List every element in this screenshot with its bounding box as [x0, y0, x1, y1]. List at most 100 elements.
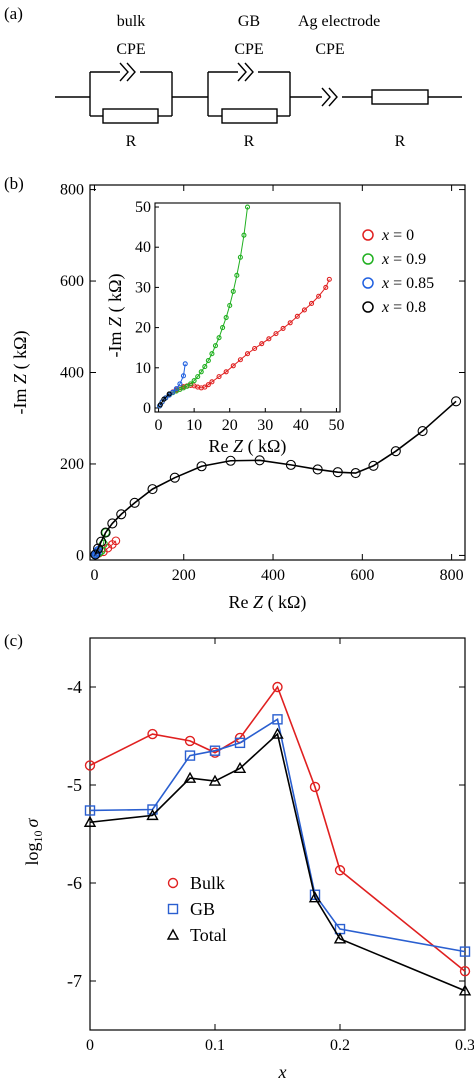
- nyquist-point: [451, 396, 462, 407]
- inset-point: [244, 204, 251, 210]
- legend-label: x = 0.8: [381, 299, 426, 316]
- inset-point: [227, 302, 233, 309]
- gb-point: [459, 946, 471, 957]
- inset-x-axis-label: Re Z ( kΩ): [209, 436, 287, 457]
- nyquist-point: [225, 455, 236, 466]
- gb-point: [272, 714, 283, 725]
- inset-point: [241, 232, 247, 238]
- inset-x-tick-label: 20: [222, 417, 238, 434]
- y-tick-label: -6: [67, 873, 82, 893]
- bulk-point: [334, 865, 346, 876]
- nyquist-point: [111, 536, 121, 546]
- inset-y-tick-label: 50: [135, 199, 151, 216]
- inset-y-tick-label: 0: [143, 400, 151, 417]
- nyquist-point: [92, 543, 104, 554]
- inset-point: [188, 381, 194, 387]
- inset-point: [161, 396, 167, 402]
- inset-point: [237, 254, 243, 260]
- y-tick-label: 800: [60, 182, 84, 199]
- circuit-label-1: bulk: [117, 13, 145, 30]
- total-point: [308, 891, 322, 903]
- inset-point: [209, 379, 215, 385]
- circuit-cpe-label-2: CPE: [234, 41, 263, 58]
- inset-point: [323, 284, 329, 290]
- inset-chart: 0 10 20 30 40 50 0 10 20 30 40 50 Re Z ( kΩ) -Im Z ( …: [105, 199, 344, 457]
- legend-label: Bulk: [190, 873, 225, 893]
- inset-point: [308, 300, 315, 307]
- y-tick-label: -7: [67, 971, 82, 991]
- inset-point: [195, 374, 201, 380]
- legend-marker: [362, 229, 374, 241]
- legend-marker: [362, 277, 374, 289]
- nyquist-point: [417, 425, 428, 437]
- inset-point: [220, 325, 226, 331]
- nyquist-point: [254, 455, 265, 466]
- inset-y-tick-label: 40: [135, 239, 151, 256]
- conductivity-chart: (c) 0 0.1 0.2 0.3 -4 -5 -6 -7 x log10σ Bulk GB Total: [4, 631, 474, 1081]
- inset-point: [230, 288, 236, 294]
- nyquist-point: [285, 459, 296, 470]
- legend-marker: [166, 928, 180, 940]
- nyquist-point: [350, 468, 361, 479]
- inset-point: [166, 391, 172, 397]
- y-tick-label: -5: [67, 775, 82, 795]
- legend-marker: [362, 253, 374, 265]
- x-axis-label: x: [278, 1062, 287, 1081]
- bulk-point: [147, 728, 158, 740]
- inset-point: [234, 272, 240, 278]
- inset-frame: [154, 202, 341, 413]
- circuit-r-label-3: R: [395, 133, 406, 150]
- legend-marker: [362, 301, 374, 313]
- inset-point: [237, 357, 243, 363]
- nyquist-point: [107, 518, 118, 529]
- y-tick-label: 600: [60, 273, 84, 290]
- inset-x-tick-label: 10: [186, 417, 202, 434]
- legend-marker: [167, 877, 179, 889]
- nyquist-point: [147, 484, 158, 495]
- inset-point: [157, 402, 163, 408]
- nyquist-point: [368, 460, 379, 471]
- series-line-total: [89, 732, 466, 992]
- inset-y-tick-label: 10: [135, 360, 151, 377]
- inset-point: [266, 336, 272, 342]
- inset-point: [301, 307, 307, 313]
- nyquist-point: [332, 467, 343, 478]
- bulk-point: [459, 966, 471, 977]
- inset-point: [223, 369, 229, 375]
- panel-label-a: (a): [4, 4, 23, 23]
- gb-point: [84, 805, 96, 816]
- inset-y-axis-label: -Im Z ( kΩ): [105, 274, 126, 358]
- x-tick-label: 600: [350, 567, 374, 584]
- inset-point: [244, 351, 251, 357]
- inset-point: [209, 351, 215, 357]
- nyquist-point: [100, 527, 111, 538]
- series-line-gb: [89, 718, 466, 953]
- x-tick-label: 200: [172, 567, 196, 584]
- y-tick-label: 200: [60, 456, 84, 473]
- total-point: [208, 774, 222, 786]
- legend-label: x = 0: [381, 227, 414, 244]
- nyquist-point: [116, 509, 127, 520]
- bulk-point: [84, 760, 96, 771]
- total-point: [333, 932, 347, 944]
- x-tick-label: 0.3: [455, 1037, 474, 1054]
- x-axis-label: Re Z ( kΩ): [229, 592, 307, 613]
- x-tick-label: 0: [86, 1037, 94, 1054]
- bulk-point: [309, 781, 321, 793]
- inset-point: [205, 382, 211, 388]
- x-tick-label: 0.2: [330, 1037, 350, 1054]
- nyquist-point: [129, 497, 140, 508]
- y-tick-label: -4: [67, 677, 82, 697]
- bulk-point: [272, 681, 283, 693]
- inset-x-tick-label: 0: [155, 417, 163, 434]
- nyquist-point: [312, 464, 323, 475]
- inset-y-tick-label: 30: [135, 279, 151, 296]
- nyquist-point: [196, 461, 207, 472]
- inset-point: [280, 325, 286, 331]
- circuit-r-label-1: R: [126, 133, 137, 150]
- inset-point: [216, 374, 222, 380]
- inset-point: [202, 384, 208, 390]
- inset-y-tick-label: 20: [135, 320, 151, 337]
